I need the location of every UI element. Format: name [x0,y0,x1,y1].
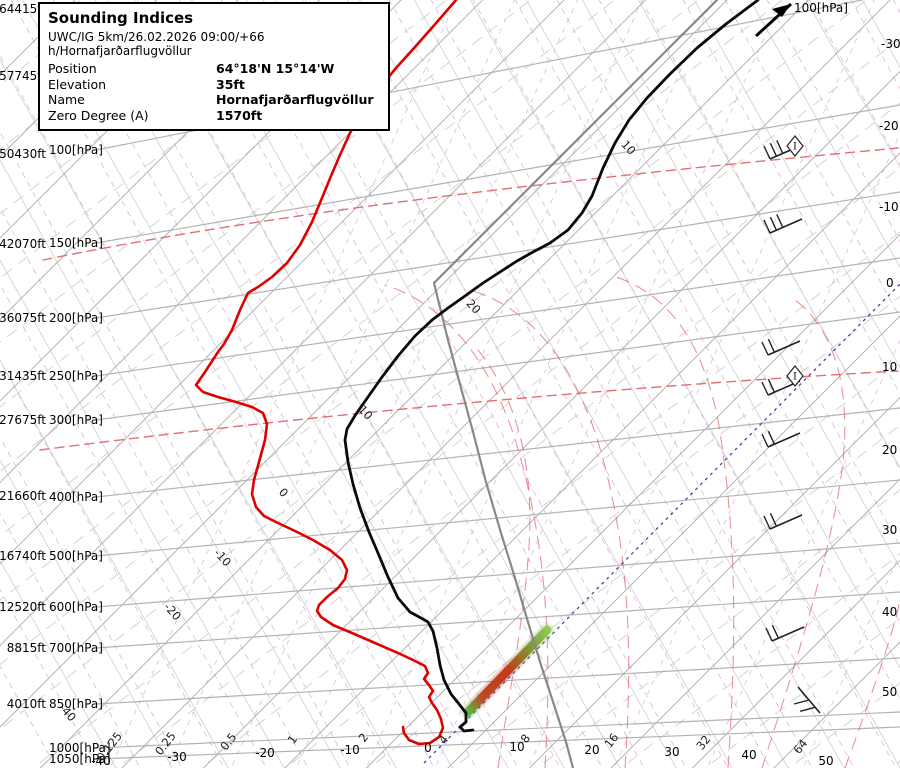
diamond-marker-icon: I [786,365,804,387]
wind-barb-icon [793,686,821,714]
wind-barb-icon [761,430,801,448]
temperature-curve [343,0,760,733]
info-label: Zero Degree (A) [48,107,149,123]
info-label: Elevation [48,76,107,92]
info-value: 1570ft [216,107,263,123]
diamond-marker-icon: I [786,135,804,157]
parcel-line [432,0,719,768]
info-row-position: Position 64°18'N 15°14'W [48,61,380,77]
info-row-elevation: Elevation 35ft [48,77,380,93]
info-value: 64°18'N 15°14'W [216,61,335,76]
wind-barb-icon [763,512,803,530]
info-box-run: UWC/IG 5km/26.02.2026 09:00/+66 h/Hornaf… [48,30,265,58]
wind-barb-icon [761,338,801,356]
sounding-indices-box: Sounding Indices UWC/IG 5km/26.02.2026 0… [38,2,390,131]
wind-barbs: II [754,2,821,714]
info-row-name: Name Hornafjarðarflugvöllur [48,92,380,108]
info-row-zero-degree: Zero Degree (A) 1570ft [48,108,380,124]
wind-barb-icon [763,214,803,234]
dewpoint-curve [194,0,458,746]
sounding-curves [194,0,760,768]
info-value: 35ft [216,76,245,92]
svg-text:I: I [793,142,797,153]
moist-adiabats [39,147,900,768]
info-value: Hornafjarðarflugvöllur [216,92,374,107]
info-label: Name [48,92,85,107]
wind-barb-icon [765,624,805,642]
svg-text:I: I [793,372,797,383]
wind-flag-icon [772,4,791,17]
info-box-title: Sounding Indices [48,9,194,27]
info-label: Position [48,61,97,76]
